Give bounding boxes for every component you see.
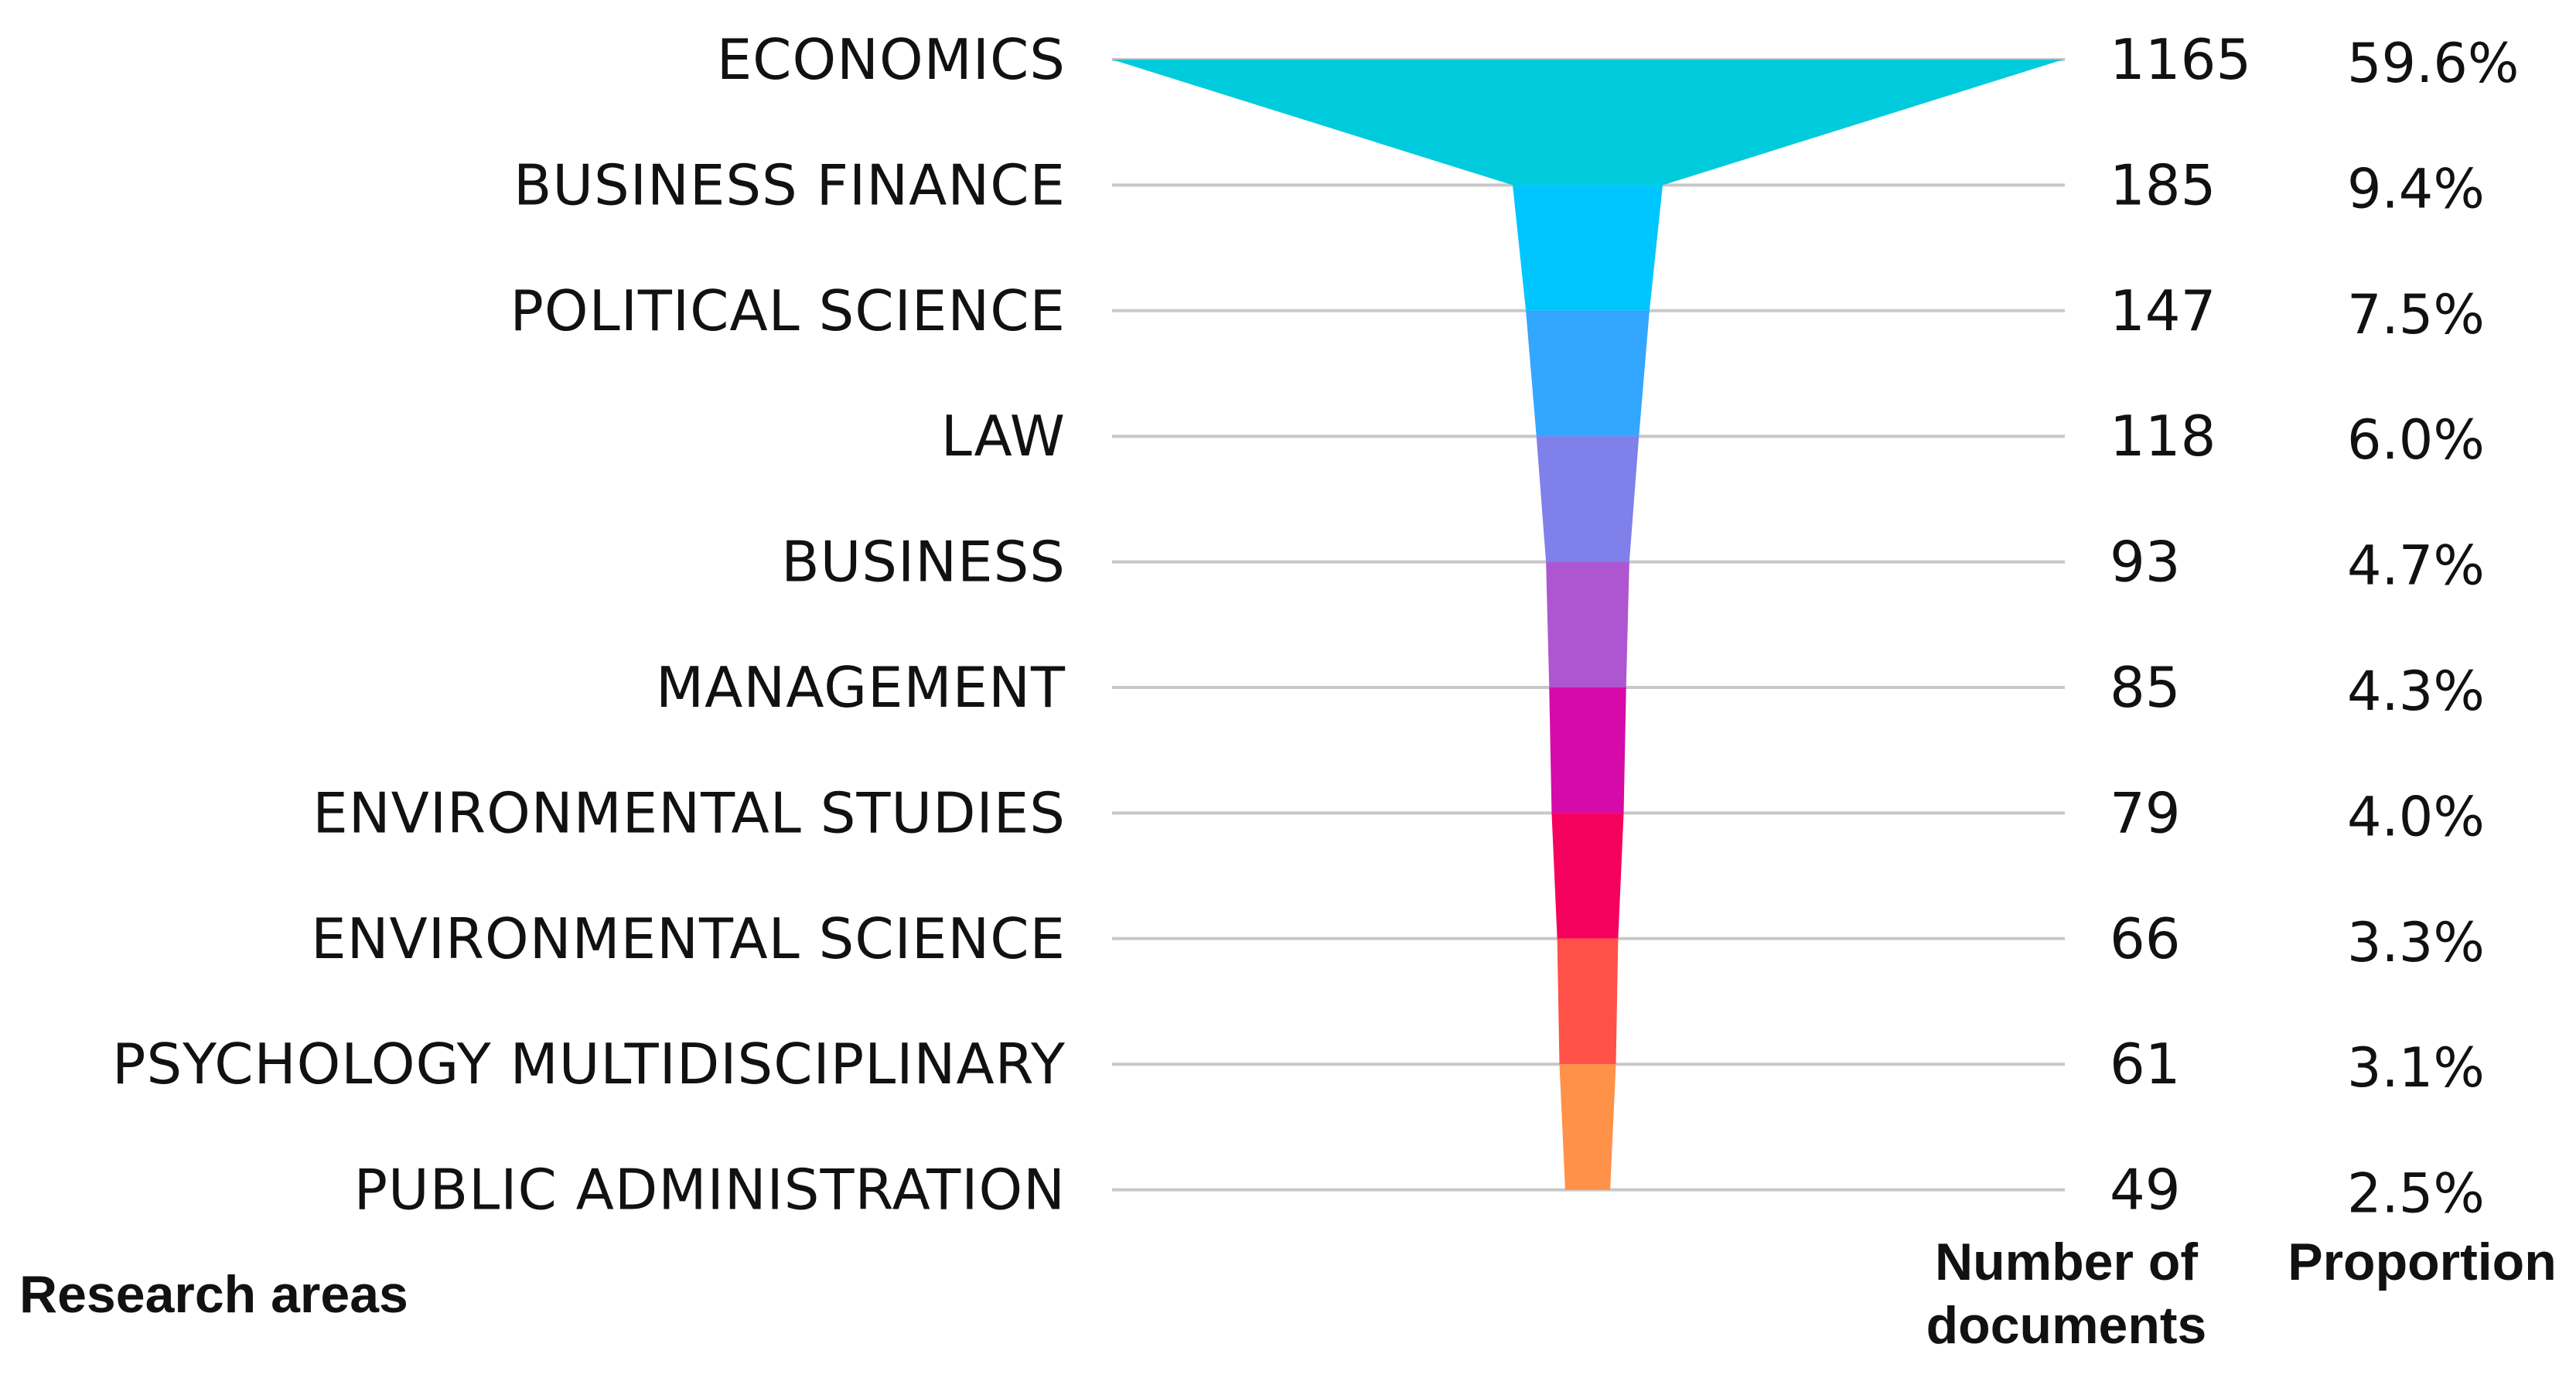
category-label: POLITICAL SCIENCE bbox=[510, 278, 1066, 343]
value-label: 93 bbox=[2110, 530, 2181, 595]
value-label: 49 bbox=[2110, 1158, 2181, 1223]
funnel-segment-management bbox=[1549, 687, 1626, 813]
category-label: PUBLIC ADMINISTRATION bbox=[354, 1158, 1066, 1223]
value-label: 185 bbox=[2110, 152, 2216, 217]
proportion-labels: 59.6% 9.4% 7.5% 6.0% 4.7% 4.3% 4.0% 3.3% 3.1% 2.5… bbox=[2347, 32, 2519, 1226]
header-research-areas: Research areas bbox=[19, 1265, 408, 1324]
proportion-label: 4.0% bbox=[2347, 785, 2485, 848]
value-label: 61 bbox=[2110, 1032, 2181, 1097]
category-label: ENVIRONMENTAL SCIENCE bbox=[311, 906, 1066, 971]
proportion-label: 4.3% bbox=[2347, 660, 2485, 723]
proportion-label: 3.1% bbox=[2347, 1036, 2485, 1100]
proportion-label: 59.6% bbox=[2347, 32, 2519, 95]
category-label: BUSINESS bbox=[781, 530, 1066, 595]
proportion-label: 2.5% bbox=[2347, 1162, 2485, 1226]
proportion-label: 3.3% bbox=[2347, 911, 2485, 974]
proportion-label: 9.4% bbox=[2347, 157, 2485, 220]
header-number-of-documents-line1: Number of bbox=[1935, 1233, 2198, 1291]
funnel-segment-law bbox=[1536, 436, 1639, 562]
proportion-label: 7.5% bbox=[2347, 283, 2485, 346]
category-label: MANAGEMENT bbox=[656, 655, 1066, 720]
category-label: PSYCHOLOGY MULTIDISCIPLINARY bbox=[112, 1032, 1066, 1097]
value-label: 79 bbox=[2110, 780, 2181, 845]
category-label: ECONOMICS bbox=[717, 27, 1066, 92]
value-label: 118 bbox=[2110, 404, 2216, 469]
value-label: 147 bbox=[2110, 278, 2216, 343]
funnel-segment-business-finance bbox=[1513, 185, 1663, 311]
category-labels: ECONOMICS BUSINESS FINANCE POLITICAL SCIEN… bbox=[112, 27, 1066, 1223]
category-label: BUSINESS FINANCE bbox=[513, 152, 1066, 217]
header-number-of-documents-line2: documents bbox=[1926, 1296, 2207, 1355]
category-label: LAW bbox=[941, 404, 1066, 469]
category-label: ENVIRONMENTAL STUDIES bbox=[312, 780, 1066, 845]
funnel-segment-business bbox=[1546, 561, 1629, 687]
value-label: 1165 bbox=[2110, 27, 2251, 92]
funnel-segment-political-science bbox=[1526, 310, 1650, 437]
value-label: 85 bbox=[2110, 655, 2181, 720]
header-proportion: Proportion bbox=[2288, 1233, 2557, 1291]
proportion-label: 6.0% bbox=[2347, 408, 2485, 472]
funnel-segment-environmental-science bbox=[1557, 938, 1619, 1065]
funnel-segments bbox=[1112, 60, 2063, 1190]
funnel-segment-environmental-studies bbox=[1551, 813, 1624, 939]
funnel-segment-economics bbox=[1112, 60, 2063, 186]
proportion-label: 4.7% bbox=[2347, 534, 2485, 598]
value-labels: 1165 185 147 118 93 85 79 66 61 49 bbox=[2110, 27, 2251, 1223]
funnel-segment-psychology-multidisciplinary bbox=[1559, 1064, 1616, 1190]
value-label: 66 bbox=[2110, 906, 2181, 971]
